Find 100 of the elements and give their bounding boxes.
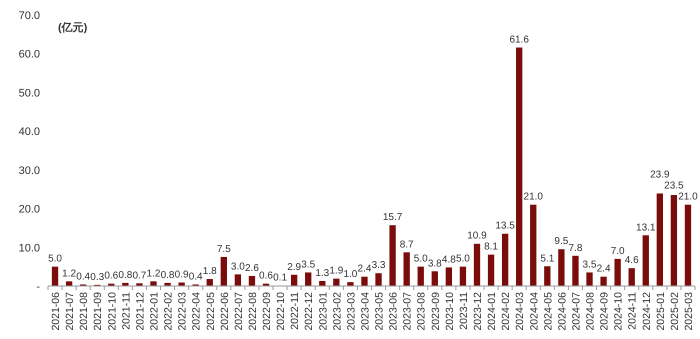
- x-tick-label: 2021-09: [92, 292, 104, 331]
- x-tick-label: 2024-07: [570, 292, 582, 331]
- data-label: 0.3: [90, 272, 105, 283]
- bar: [389, 225, 396, 286]
- x-tick-label: 2022-06: [218, 292, 231, 331]
- data-label: 0.9: [174, 270, 190, 281]
- x-tick-label: 2023-12: [472, 292, 484, 331]
- x-tick-label: 2023-08: [416, 292, 428, 331]
- bar: [305, 272, 312, 286]
- x-tick-label: 2024-06: [556, 292, 568, 331]
- bar: [432, 271, 438, 286]
- x-tick-label: 2024-08: [584, 292, 597, 331]
- bar: [52, 266, 58, 286]
- x-tick-label: 2023-11: [458, 292, 470, 330]
- data-label: 8.1: [484, 242, 498, 253]
- bar: [530, 204, 536, 286]
- x-tick-label: 2023-01: [317, 292, 330, 331]
- x-tick-label: 2023-04: [359, 292, 372, 331]
- bar: [600, 276, 607, 286]
- x-tick-label: 2024-02: [500, 292, 512, 331]
- x-tick-label: 2022-07: [232, 292, 245, 331]
- bar: [628, 268, 635, 286]
- x-tick-label: 2022-04: [190, 292, 203, 331]
- x-tick-label: 2023-07: [402, 292, 414, 331]
- data-label: 2.6: [244, 262, 260, 274]
- y-tick-label: 40.0: [18, 126, 40, 138]
- bar: [656, 193, 663, 286]
- y-tick-label: -: [36, 281, 40, 293]
- x-tick-label: 2024-12: [640, 292, 653, 331]
- bar: [234, 274, 242, 286]
- x-tick-label: 2022-01: [148, 292, 160, 331]
- y-tick-label: 10.0: [18, 242, 40, 254]
- x-tick-label: 2021-07: [64, 292, 76, 331]
- bar: [333, 278, 340, 286]
- bar: [446, 267, 452, 286]
- data-label: 3.0: [230, 261, 246, 272]
- data-label: 0.8: [160, 270, 175, 281]
- x-tick-label: 2023-06: [388, 292, 400, 331]
- x-tick-label: 2025-02: [668, 292, 681, 331]
- x-tick-label: 2024-10: [612, 292, 625, 331]
- x-tick-label: 2024-01: [486, 292, 498, 331]
- bar: [347, 282, 354, 286]
- x-tick-label: 2024-05: [542, 292, 554, 331]
- x-tick-label: 2023-09: [430, 292, 442, 331]
- y-tick-label: 30.0: [18, 164, 40, 177]
- data-label: 2.4: [358, 264, 372, 275]
- x-tick-label: 2025-03: [682, 292, 695, 331]
- bar: [614, 258, 621, 286]
- x-tick-label: 2021-10: [106, 292, 118, 331]
- data-label: 23.5: [664, 180, 684, 192]
- data-label: 4.8: [442, 254, 456, 266]
- x-tick-label: 2021-12: [134, 292, 146, 331]
- bar: [361, 276, 368, 286]
- x-tick-label: 2024-04: [528, 292, 540, 331]
- data-label: 5.0: [414, 254, 428, 265]
- y-tick-label: 50.0: [18, 87, 40, 100]
- data-label: 61.6: [509, 34, 530, 46]
- x-tick-label: 2022-09: [261, 292, 274, 331]
- x-tick-label: 2022-11: [289, 292, 302, 330]
- bar: [586, 272, 593, 286]
- data-label: 5.0: [48, 254, 62, 265]
- bar: [642, 235, 649, 286]
- data-label: 21.0: [524, 192, 544, 203]
- data-label: 1.2: [146, 268, 161, 280]
- bar: [375, 273, 382, 286]
- x-tick-label: 2022-05: [204, 292, 217, 331]
- data-label: 0.8: [118, 270, 133, 281]
- data-label: 2.4: [596, 264, 611, 275]
- bar: [670, 195, 678, 286]
- data-label: 13.5: [495, 220, 516, 232]
- data-label: 2.9: [287, 262, 302, 273]
- x-tick-label: 2023-10: [444, 292, 456, 331]
- data-label: 5.0: [456, 254, 470, 265]
- data-label: 15.7: [382, 212, 403, 224]
- bar: [319, 280, 326, 286]
- data-label: 3.3: [372, 260, 386, 272]
- data-label: 0.4: [188, 271, 204, 282]
- bar: [206, 279, 213, 286]
- data-label: 3.8: [428, 258, 442, 270]
- data-label: 1.3: [315, 268, 330, 279]
- x-tick-label: 2022-10: [275, 292, 288, 331]
- data-label: 4.6: [624, 255, 640, 266]
- data-label: 8.7: [400, 239, 414, 250]
- x-tick-label: 2022-08: [246, 292, 259, 331]
- y-tick-label: 70.0: [18, 10, 40, 22]
- data-label: 7.0: [610, 246, 626, 257]
- y-tick-label: 60.0: [18, 48, 40, 61]
- bar: [572, 256, 579, 286]
- bar: [544, 266, 550, 286]
- x-tick-label: 2023-03: [345, 292, 358, 331]
- x-tick-label: 2022-12: [303, 292, 316, 331]
- data-label: 1.8: [202, 266, 218, 278]
- data-label: 9.5: [554, 236, 569, 248]
- bar: [460, 266, 466, 286]
- x-tick-label: 2022-03: [176, 292, 189, 331]
- data-label: 7.5: [216, 244, 232, 255]
- bar: [488, 254, 494, 286]
- x-tick-label: 2021-11: [120, 292, 132, 330]
- data-label: 5.1: [540, 253, 555, 264]
- data-label: 0.7: [132, 270, 147, 282]
